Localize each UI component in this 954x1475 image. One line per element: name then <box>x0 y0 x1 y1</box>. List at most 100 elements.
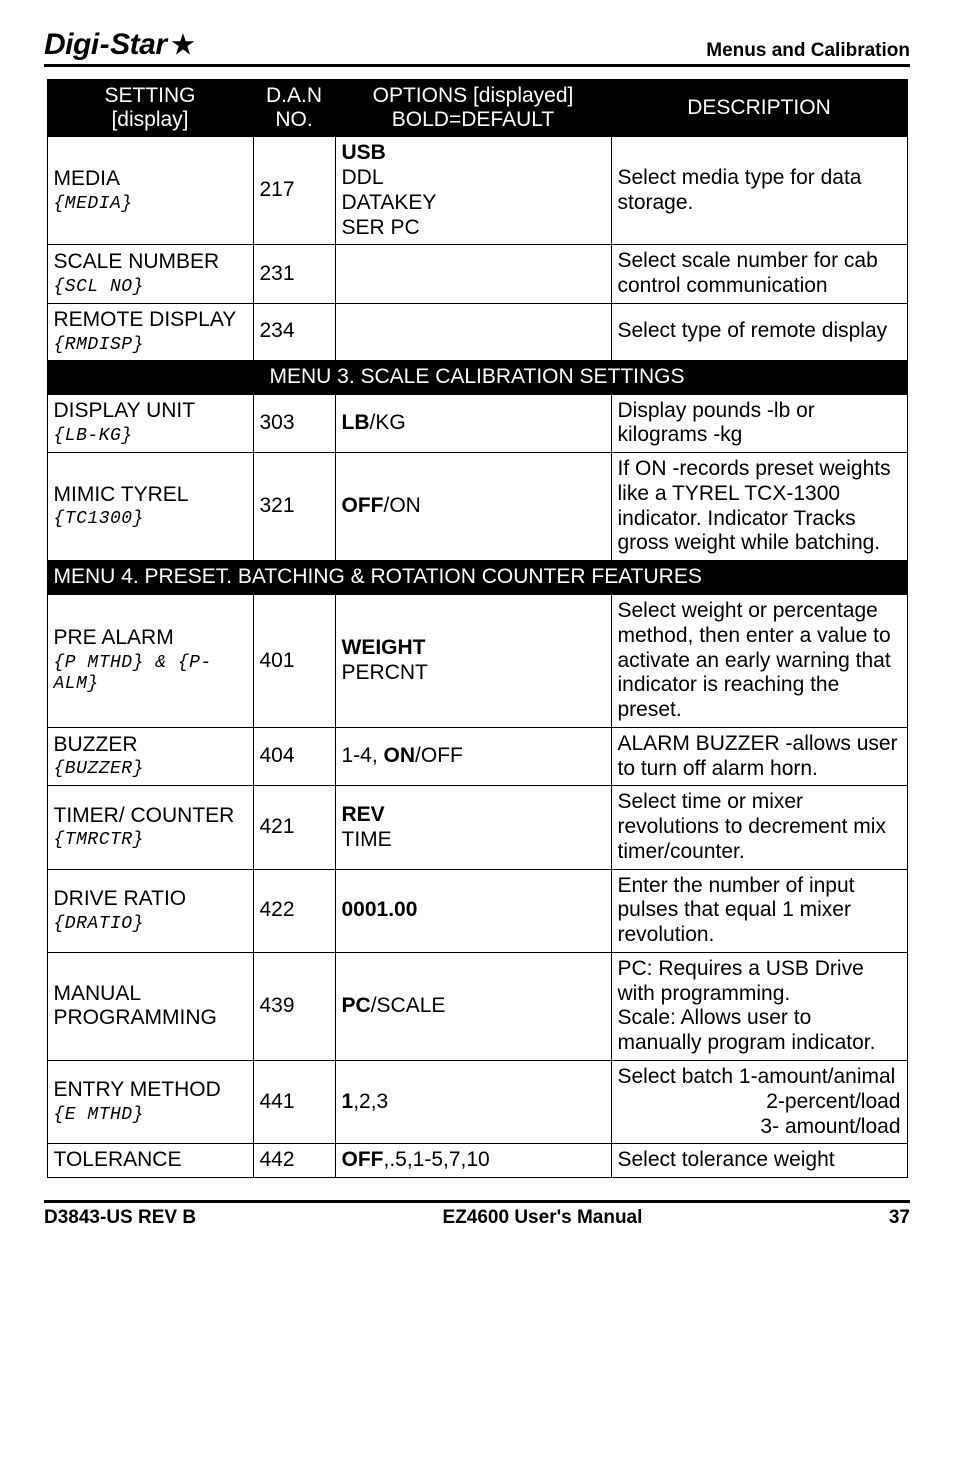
col-description-a: DESCRIPTION <box>687 96 831 119</box>
description-line: Display pounds -lb or kilograms -kg <box>618 399 901 449</box>
dan-cell: 442 <box>253 1144 335 1178</box>
option-value: /OFF <box>415 744 463 767</box>
description-cell: Enter the number of input pulses that eq… <box>611 869 907 952</box>
option-value: /KG <box>370 411 406 434</box>
table-row: REMOTE DISPLAY{RMDISP}234 Select type of … <box>47 303 907 360</box>
description-line: 3- amount/load <box>618 1115 901 1140</box>
dan-cell: 439 <box>253 952 335 1060</box>
brand-text-b: Star <box>110 28 166 62</box>
dan-cell: 234 <box>253 303 335 360</box>
setting-cell: SCALE NUMBER{SCL NO} <box>47 245 253 304</box>
option-value: DATAKEY <box>342 191 605 216</box>
dan-cell: 217 <box>253 137 335 245</box>
setting-cell: MANUAL PROGRAMMING <box>47 952 253 1060</box>
setting-name: DISPLAY UNIT <box>54 399 247 424</box>
setting-name: MANUAL PROGRAMMING <box>54 982 247 1032</box>
dan-cell: 231 <box>253 245 335 304</box>
section-header-cell: MENU 4. PRESET. BATCHING & ROTATION COUN… <box>47 561 907 595</box>
col-dan-b: NO. <box>275 108 312 131</box>
description-line: Select type of remote display <box>618 319 901 344</box>
setting-name: ENTRY METHOD <box>54 1078 247 1103</box>
setting-code: {BUZZER} <box>54 759 247 780</box>
footer-left: D3843-US REV B <box>44 1207 196 1229</box>
dan-cell: 303 <box>253 394 335 453</box>
section-header-cell: MENU 3. SCALE CALIBRATION SETTINGS <box>47 360 907 394</box>
dan-cell: 321 <box>253 453 335 561</box>
table-row: DISPLAY UNIT{LB-KG}303LB/KGDisplay pound… <box>47 394 907 453</box>
option-value: PERCNT <box>342 661 605 686</box>
table-row: MEDIA{MEDIA}217USBDDLDATAKEYSER PCSelect… <box>47 137 907 245</box>
setting-code: {DRATIO} <box>54 914 247 935</box>
option-value: 0001.00 <box>342 898 418 921</box>
star-icon <box>170 32 196 58</box>
setting-cell: MEDIA{MEDIA} <box>47 137 253 245</box>
settings-table: SETTING[display] D.A.NNO. OPTIONS [displ… <box>47 79 908 1178</box>
setting-cell: REMOTE DISPLAY{RMDISP} <box>47 303 253 360</box>
setting-cell: BUZZER{BUZZER} <box>47 727 253 786</box>
option-value: OFF <box>342 494 384 517</box>
table-row: MANUAL PROGRAMMING439PC/SCALEPC: Require… <box>47 952 907 1060</box>
options-cell: PC/SCALE <box>335 952 611 1060</box>
setting-cell: PRE ALARM{P MTHD} & {P-ALM} <box>47 595 253 728</box>
option-value: LB <box>342 411 370 434</box>
option-value: 1-4, <box>342 744 384 767</box>
col-options: OPTIONS [displayed]BOLD=DEFAULT <box>335 80 611 137</box>
setting-name: MIMIC TYREL <box>54 483 247 508</box>
description-line: PC: Requires a USB Drive with programmin… <box>618 957 901 1007</box>
col-setting-b: [display] <box>111 108 188 131</box>
option-value: REV <box>342 803 605 828</box>
option-value: ,.5,1-5,7,10 <box>384 1148 490 1171</box>
footer-mid: EZ4600 User's Manual <box>196 1207 889 1229</box>
option-value: OFF <box>342 1148 384 1171</box>
description-line: Scale: Allows user to manually program i… <box>618 1006 901 1056</box>
description-cell: Select time or mixer revolutions to decr… <box>611 786 907 869</box>
setting-cell: TOLERANCE <box>47 1144 253 1178</box>
brand-dash: - <box>100 28 110 62</box>
setting-cell: MIMIC TYREL{TC1300} <box>47 453 253 561</box>
option-value: /ON <box>384 494 421 517</box>
options-cell <box>335 303 611 360</box>
section-header-row: MENU 4. PRESET. BATCHING & ROTATION COUN… <box>47 561 907 595</box>
description-line: Select time or mixer revolutions to decr… <box>618 790 901 864</box>
description-line: Select weight or percentage method, then… <box>618 599 901 723</box>
setting-code: {P MTHD} & {P-ALM} <box>54 653 247 695</box>
options-cell: USBDDLDATAKEYSER PC <box>335 137 611 245</box>
section-header-row: MENU 3. SCALE CALIBRATION SETTINGS <box>47 360 907 394</box>
table-row: MIMIC TYREL{TC1300}321 OFF/ON If ON -recor… <box>47 453 907 561</box>
header-bar: Digi-Star Menus and Calibration <box>44 28 910 67</box>
description-cell: If ON -records preset weights like a TYR… <box>611 453 907 561</box>
setting-name: BUZZER <box>54 733 247 758</box>
option-value: SER PC <box>342 216 605 241</box>
table-row: PRE ALARM{P MTHD} & {P-ALM}401WEIGHTPERC… <box>47 595 907 728</box>
option-value: 1 <box>342 1090 354 1113</box>
col-description: DESCRIPTION <box>611 80 907 137</box>
setting-code: {E MTHD} <box>54 1105 247 1126</box>
setting-cell: DISPLAY UNIT{LB-KG} <box>47 394 253 453</box>
col-dan: D.A.NNO. <box>253 80 335 137</box>
footer-bar: D3843-US REV B EZ4600 User's Manual 37 <box>44 1200 910 1229</box>
options-cell: OFF,.5,1-5,7,10 <box>335 1144 611 1178</box>
setting-name: TOLERANCE <box>54 1148 247 1173</box>
col-options-b: BOLD=DEFAULT <box>392 108 554 131</box>
option-value: ,2,3 <box>353 1090 388 1113</box>
description-cell: Select scale number for cab control comm… <box>611 245 907 304</box>
description-cell: Select batch 1-amount/animal2-percent/lo… <box>611 1061 907 1144</box>
description-cell: ALARM BUZZER -allows user to turn off al… <box>611 727 907 786</box>
setting-name: SCALE NUMBER <box>54 250 247 275</box>
setting-code: {MEDIA} <box>54 194 247 215</box>
description-line: 2-percent/load <box>618 1090 901 1115</box>
option-value: USB <box>342 141 605 166</box>
description-cell: Display pounds -lb or kilograms -kg <box>611 394 907 453</box>
options-cell: LB/KG <box>335 394 611 453</box>
setting-name: MEDIA <box>54 167 247 192</box>
footer-right: 37 <box>889 1207 910 1229</box>
description-line: Enter the number of input pulses that eq… <box>618 874 901 948</box>
option-value: ON <box>384 744 416 767</box>
setting-name: PRE ALARM <box>54 626 247 651</box>
setting-name: REMOTE DISPLAY <box>54 308 247 333</box>
table-row: TOLERANCE442OFF,.5,1-5,7,10Select tolera… <box>47 1144 907 1178</box>
setting-cell: ENTRY METHOD{E MTHD} <box>47 1061 253 1144</box>
table-row: SCALE NUMBER{SCL NO}231 Select scale numb… <box>47 245 907 304</box>
description-cell: Select type of remote display <box>611 303 907 360</box>
description-line: Select scale number for cab control comm… <box>618 249 901 299</box>
